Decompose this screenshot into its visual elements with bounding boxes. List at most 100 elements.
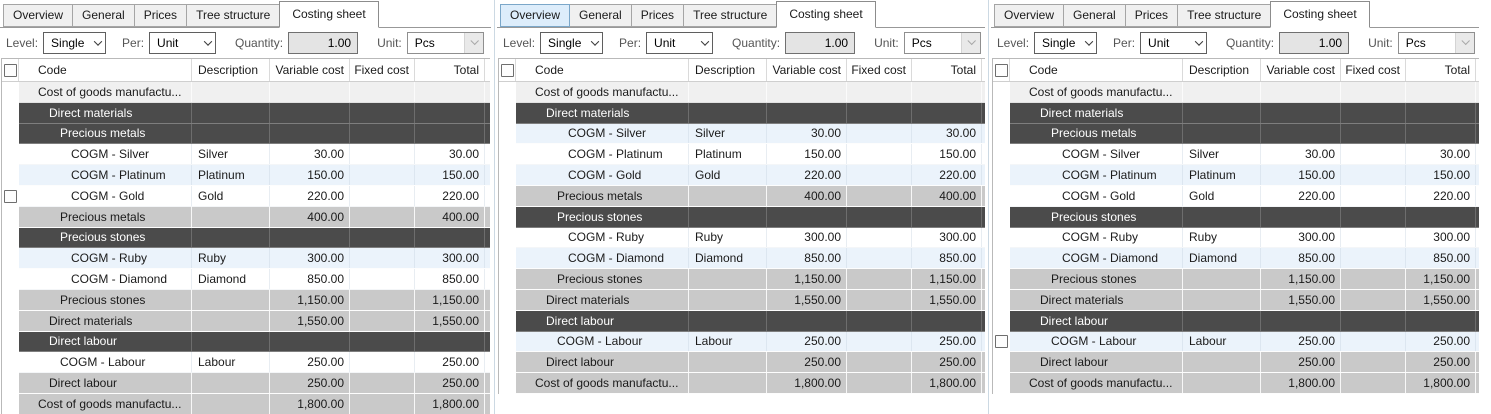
tab-general[interactable]: General (1063, 4, 1126, 27)
group-row[interactable]: Precious metals (993, 123, 1479, 145)
subtotal-row[interactable]: Precious metals 400.00 400.00 (499, 185, 985, 207)
row-filler (1476, 373, 1479, 393)
table-row[interactable]: COGM - Ruby Ruby 300.00 300.00 (499, 227, 985, 249)
subtotal-row[interactable]: Precious stones 1,150.00 1,150.00 (499, 269, 985, 290)
per-select[interactable]: Unit (646, 32, 714, 54)
per-select[interactable]: Unit (149, 32, 217, 54)
group-row[interactable]: Direct materials (993, 102, 1479, 124)
subtotal-row[interactable]: Precious metals 400.00 400.00 (2, 206, 490, 228)
table-row[interactable]: COGM - Diamond Diamond 850.00 850.00 (2, 269, 490, 290)
dropdown-button[interactable] (1454, 33, 1474, 53)
tab-costing-sheet[interactable]: Costing sheet (1270, 1, 1370, 28)
level-select[interactable]: Single (43, 32, 107, 54)
subtotal-row[interactable]: Cost of goods manufactu... 1,800.00 1,800.… (499, 373, 985, 394)
dropdown-button[interactable] (463, 33, 483, 53)
table-row[interactable]: COGM - Ruby Ruby 300.00 300.00 (993, 227, 1479, 249)
unit-select[interactable]: Pcs (406, 32, 484, 54)
column-header-code[interactable]: Code (19, 59, 192, 81)
subtotal-row[interactable]: Precious stones 1,150.00 1,150.00 (993, 269, 1479, 290)
group-row[interactable]: Cost of goods manufactu... (2, 82, 490, 103)
subtotal-row[interactable]: Direct labour 250.00 250.00 (2, 373, 490, 394)
table-row[interactable]: COGM - Labour Labour 250.00 250.00 (499, 331, 985, 353)
group-row[interactable]: Direct labour (993, 310, 1479, 332)
column-header-code[interactable]: Code (516, 59, 689, 81)
group-row[interactable]: Precious stones (2, 227, 490, 249)
column-header-description[interactable]: Description (1183, 59, 1261, 81)
select-all-checkbox[interactable] (500, 63, 514, 77)
quantity-input[interactable] (1279, 32, 1350, 54)
subtotal-row[interactable]: Cost of goods manufactu... 1,800.00 1,800.… (2, 393, 490, 414)
column-header-fixed-cost[interactable]: Fixed cost (350, 59, 415, 81)
total-cell: 30.00 (415, 144, 485, 165)
group-row[interactable]: Direct labour (2, 331, 490, 353)
column-header-code[interactable]: Code (1010, 59, 1183, 81)
column-header-description[interactable]: Description (192, 59, 270, 81)
group-row[interactable]: Precious metals (2, 123, 490, 145)
table-row[interactable]: COGM - Gold Gold 220.00 220.00 (993, 185, 1479, 207)
group-row[interactable]: Cost of goods manufactu... (993, 82, 1479, 103)
per-select[interactable]: Unit (1140, 32, 1208, 54)
subtotal-row[interactable]: Direct materials 1,550.00 1,550.00 (993, 289, 1479, 311)
tab-overview[interactable]: Overview (3, 4, 74, 27)
tab-overview[interactable]: Overview (500, 4, 571, 27)
table-row[interactable]: COGM - Labour Labour 250.00 250.00 (2, 352, 490, 374)
column-header-total[interactable]: Total (415, 59, 485, 81)
column-header-total[interactable]: Total (912, 59, 982, 81)
subtotal-row[interactable]: Precious stones 1,150.00 1,150.00 (2, 289, 490, 311)
column-header-fixed-cost[interactable]: Fixed cost (847, 59, 912, 81)
dropdown-button[interactable] (960, 33, 980, 53)
row-filler (1476, 352, 1479, 372)
unit-select[interactable]: Pcs (903, 32, 981, 54)
column-header-fixed-cost[interactable]: Fixed cost (1341, 59, 1406, 81)
subtotal-row[interactable]: Cost of goods manufactu... 1,800.00 1,800.… (993, 373, 1479, 394)
tab-tree-structure[interactable]: Tree structure (186, 4, 281, 27)
column-header-description[interactable]: Description (689, 59, 767, 81)
tab-costing-sheet[interactable]: Costing sheet (279, 1, 379, 28)
quantity-input[interactable] (785, 32, 856, 54)
table-row[interactable]: COGM - Ruby Ruby 300.00 300.00 (2, 248, 490, 270)
table-row[interactable]: COGM - Gold Gold 220.00 220.00 (499, 165, 985, 186)
table-row[interactable]: COGM - Diamond Diamond 850.00 850.00 (993, 248, 1479, 270)
group-row[interactable]: Precious stones (499, 206, 985, 228)
subtotal-row[interactable]: Direct labour 250.00 250.00 (499, 352, 985, 374)
select-all-checkbox[interactable] (3, 63, 17, 77)
select-all-checkbox[interactable] (994, 63, 1008, 77)
tab-tree-structure[interactable]: Tree structure (1177, 4, 1272, 27)
unit-select[interactable]: Pcs (1397, 32, 1475, 54)
table-row[interactable]: COGM - Gold Gold 220.00 220.00 (2, 185, 490, 207)
table-row[interactable]: COGM - Labour Labour 250.00 250.00 (993, 331, 1479, 353)
table-row[interactable]: COGM - Platinum Platinum 150.00 150.00 (993, 165, 1479, 186)
group-row[interactable]: Direct materials (2, 102, 490, 124)
table-row[interactable]: COGM - Platinum Platinum 150.00 150.00 (499, 144, 985, 166)
group-row[interactable]: Cost of goods manufactu... (499, 82, 985, 103)
tab-costing-sheet[interactable]: Costing sheet (776, 1, 876, 28)
tab-general[interactable]: General (569, 4, 632, 27)
subtotal-row[interactable]: Direct materials 1,550.00 1,550.00 (499, 289, 985, 311)
column-header-variable-cost[interactable]: Variable cost (1261, 59, 1341, 81)
table-row[interactable]: COGM - Silver Silver 30.00 30.00 (993, 144, 1479, 166)
row-gutter (2, 352, 19, 374)
subtotal-row[interactable]: Direct labour 250.00 250.00 (993, 352, 1479, 374)
subtotal-row[interactable]: Direct materials 1,550.00 1,550.00 (2, 310, 490, 332)
table-row[interactable]: COGM - Diamond Diamond 850.00 850.00 (499, 248, 985, 270)
tab-prices[interactable]: Prices (630, 4, 685, 27)
tab-general[interactable]: General (72, 4, 135, 27)
quantity-input[interactable] (288, 32, 359, 54)
level-select[interactable]: Single (1034, 32, 1098, 54)
level-select[interactable]: Single (540, 32, 604, 54)
group-row[interactable]: Direct materials (499, 102, 985, 124)
column-header-variable-cost[interactable]: Variable cost (270, 59, 350, 81)
tab-tree-structure[interactable]: Tree structure (683, 4, 778, 27)
column-header-variable-cost[interactable]: Variable cost (767, 59, 847, 81)
tab-overview[interactable]: Overview (994, 4, 1065, 27)
row-checkbox[interactable] (4, 189, 17, 203)
tab-prices[interactable]: Prices (1124, 4, 1179, 27)
table-row[interactable]: COGM - Platinum Platinum 150.00 150.00 (2, 165, 490, 186)
table-row[interactable]: COGM - Silver Silver 30.00 30.00 (2, 144, 490, 166)
table-row[interactable]: COGM - Silver Silver 30.00 30.00 (499, 123, 985, 145)
tab-prices[interactable]: Prices (133, 4, 188, 27)
group-row[interactable]: Precious stones (993, 206, 1479, 228)
group-row[interactable]: Direct labour (499, 310, 985, 332)
column-header-total[interactable]: Total (1406, 59, 1476, 81)
row-checkbox[interactable] (995, 335, 1008, 349)
